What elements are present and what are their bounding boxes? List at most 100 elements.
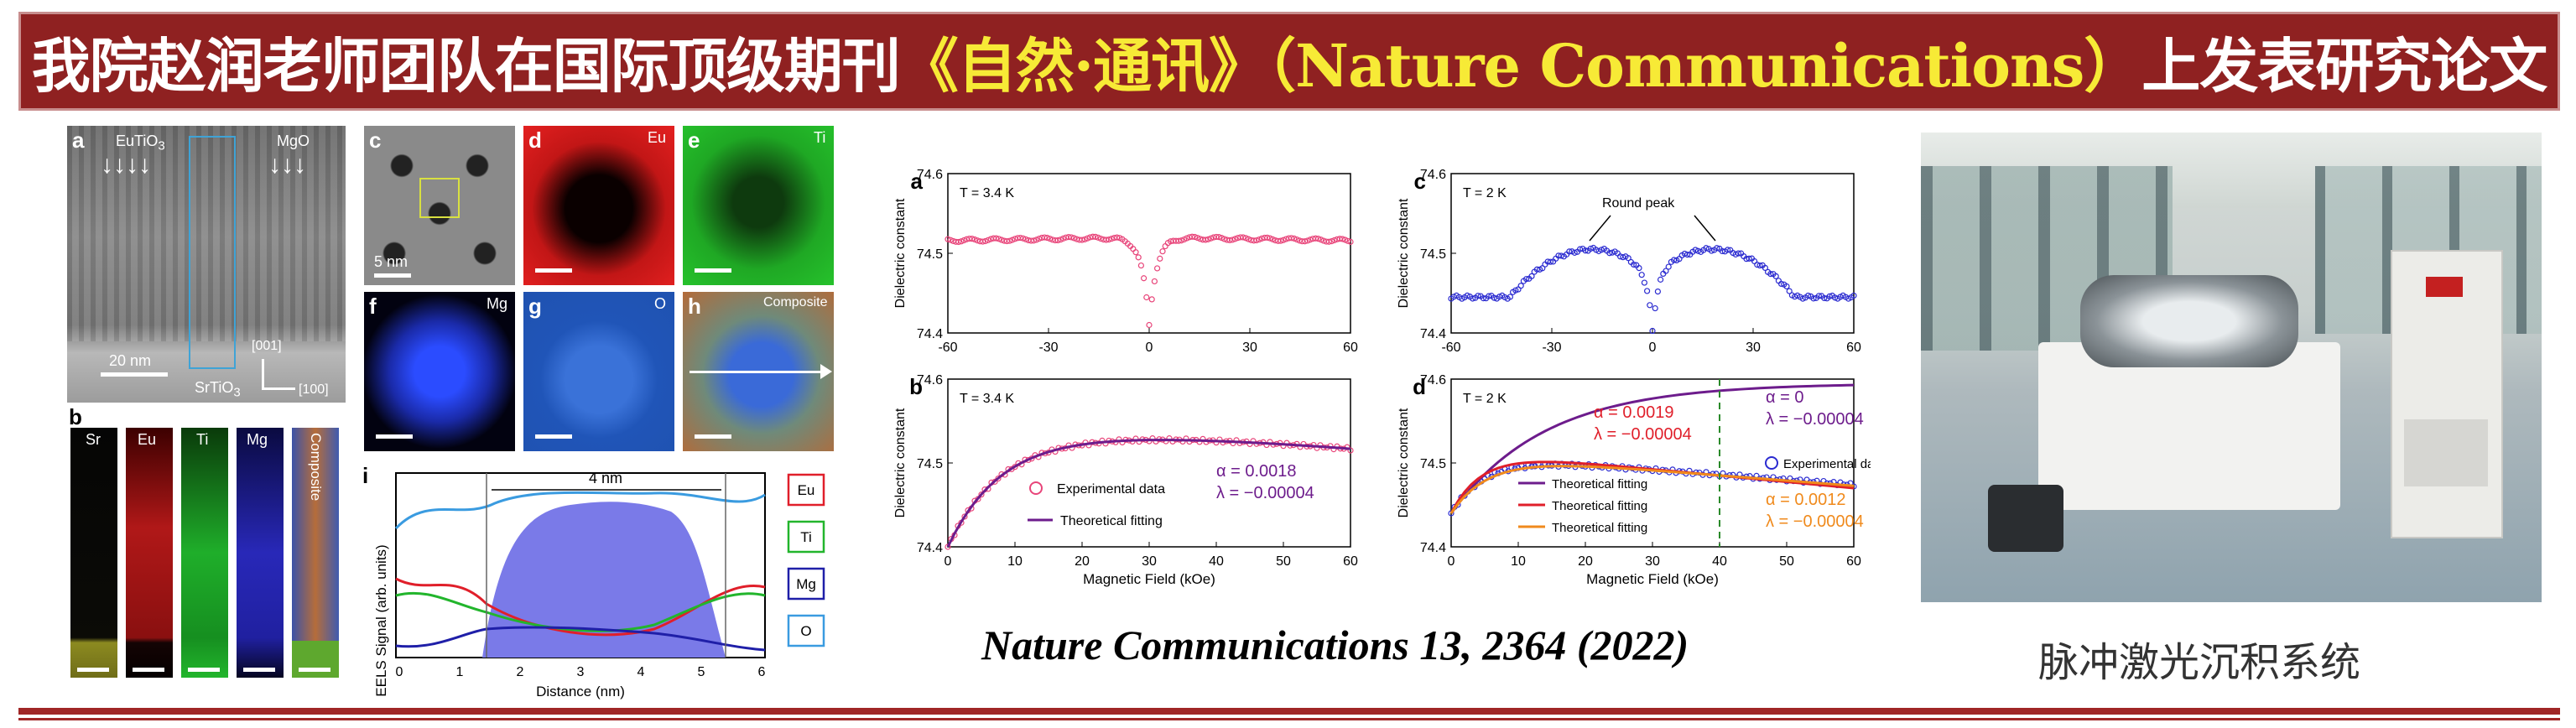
data-point [1095,234,1101,241]
o-map: g O [523,292,674,451]
highlight-box [189,136,236,369]
eu-map: d Eu [523,126,674,285]
data-point [1194,234,1201,242]
data-point [1566,248,1573,255]
data-point [1092,233,1099,240]
data-point [1826,293,1833,299]
data-point [1012,236,1018,242]
banner-title-part2: 上发表研究论文 [2141,30,2547,101]
data-point [1043,234,1050,242]
data-point [1821,294,1828,302]
y-tick-label: 74.6 [917,373,943,387]
data-point [1283,236,1289,242]
x-tick-label: 60 [1343,554,1358,569]
data-point [1767,270,1774,278]
data-point [1047,236,1054,242]
svg-text:2: 2 [517,665,524,679]
data-point [1671,257,1678,263]
data-point [1318,237,1324,243]
citation: Nature Communications 13, 2364 (2022) [981,621,1689,668]
xlabel: Magnetic Field (kOe) [1586,571,1719,587]
banner-title: 我院赵润老师团队在国际顶级期刊《自然·通讯》（Nature Communicat… [31,19,2548,104]
data-point [1291,235,1298,242]
scale-label: 20 nm [109,352,152,369]
svg-text:1: 1 [456,665,464,679]
data-point [1143,294,1150,301]
data-point [1756,262,1763,269]
pump [1988,485,2063,552]
data-point [969,236,976,242]
panel-label: d [1413,374,1426,399]
x-tick-label: 30 [1645,554,1660,569]
data-point [1288,235,1295,242]
data-point [1512,287,1519,294]
data-point [1103,237,1110,243]
strip-ti: Ti [181,428,228,678]
data-point [1636,265,1642,272]
data-point [1657,276,1664,283]
data-point [1314,236,1322,242]
temperature-label: T = 2 K [1463,392,1507,406]
element-label: Composite [763,295,828,309]
legend-fitting: Theoretical fitting [1060,514,1163,528]
data-point [1020,235,1027,242]
data-point [1007,237,1013,244]
data-point [1178,237,1184,244]
mg-curve [395,626,766,652]
data-point [1772,273,1779,279]
data-point [1325,238,1333,245]
data-point [1703,245,1710,252]
panel-label-f: f [369,294,377,319]
data-point [1215,234,1222,241]
data-point [945,236,951,242]
data-point [1714,245,1720,252]
data-point [1017,234,1023,242]
alpha-value: α = 0 [1766,388,1803,407]
panel-label-h: h [688,294,701,319]
data-point [1068,234,1075,241]
data-point [1231,236,1238,242]
data-point [1708,247,1715,254]
composite-map: h Composite [683,292,834,451]
x-tick-label: 30 [1746,341,1761,355]
panel-label-c: c [369,127,382,153]
srtio3-label: SrTiO3 [195,379,241,400]
x-tick-label: 10 [1007,554,1023,569]
legend-mg: Mg [796,576,816,592]
alpha-value: α = 0.0012 [1766,491,1846,509]
data-point [1242,235,1249,242]
svg-text:0: 0 [396,665,403,679]
data-point [974,237,981,244]
data-point [1647,302,1653,309]
data-point [1307,237,1314,243]
data-point [1030,237,1037,244]
x-tick-label: 0 [945,554,952,569]
data-point [1146,321,1153,329]
legend-marker [1029,481,1043,495]
x-tick-label: 30 [1142,554,1157,569]
legend-experimental: Experimental data [1057,482,1165,497]
data-point [1810,295,1817,302]
data-point [1240,234,1246,241]
mg-area [482,502,726,658]
y-tick-label: 74.4 [917,327,943,341]
data-point [993,235,1000,242]
legend-ti: Ti [800,529,812,545]
panel-label: c [1414,169,1426,194]
data-point [1606,250,1613,257]
arrow-icon: ↓↓↓↓ [101,151,151,179]
panel-label-a: a [72,127,85,153]
data-point [1060,235,1067,242]
mgo-label: MgO [277,133,310,149]
banner-title-part1: 我院赵润老师团队在国际顶级期刊 [31,30,901,101]
element-label: Eu [648,129,667,146]
data-point [1264,234,1271,241]
data-point [958,238,965,245]
eutio3-label: EuTiO3 [116,133,165,153]
data-point [1341,237,1349,243]
data-point [982,237,989,245]
peak-arrow-icon [1589,215,1611,242]
data-point [1783,283,1790,290]
data-point [1638,272,1645,278]
data-point [1850,292,1857,299]
